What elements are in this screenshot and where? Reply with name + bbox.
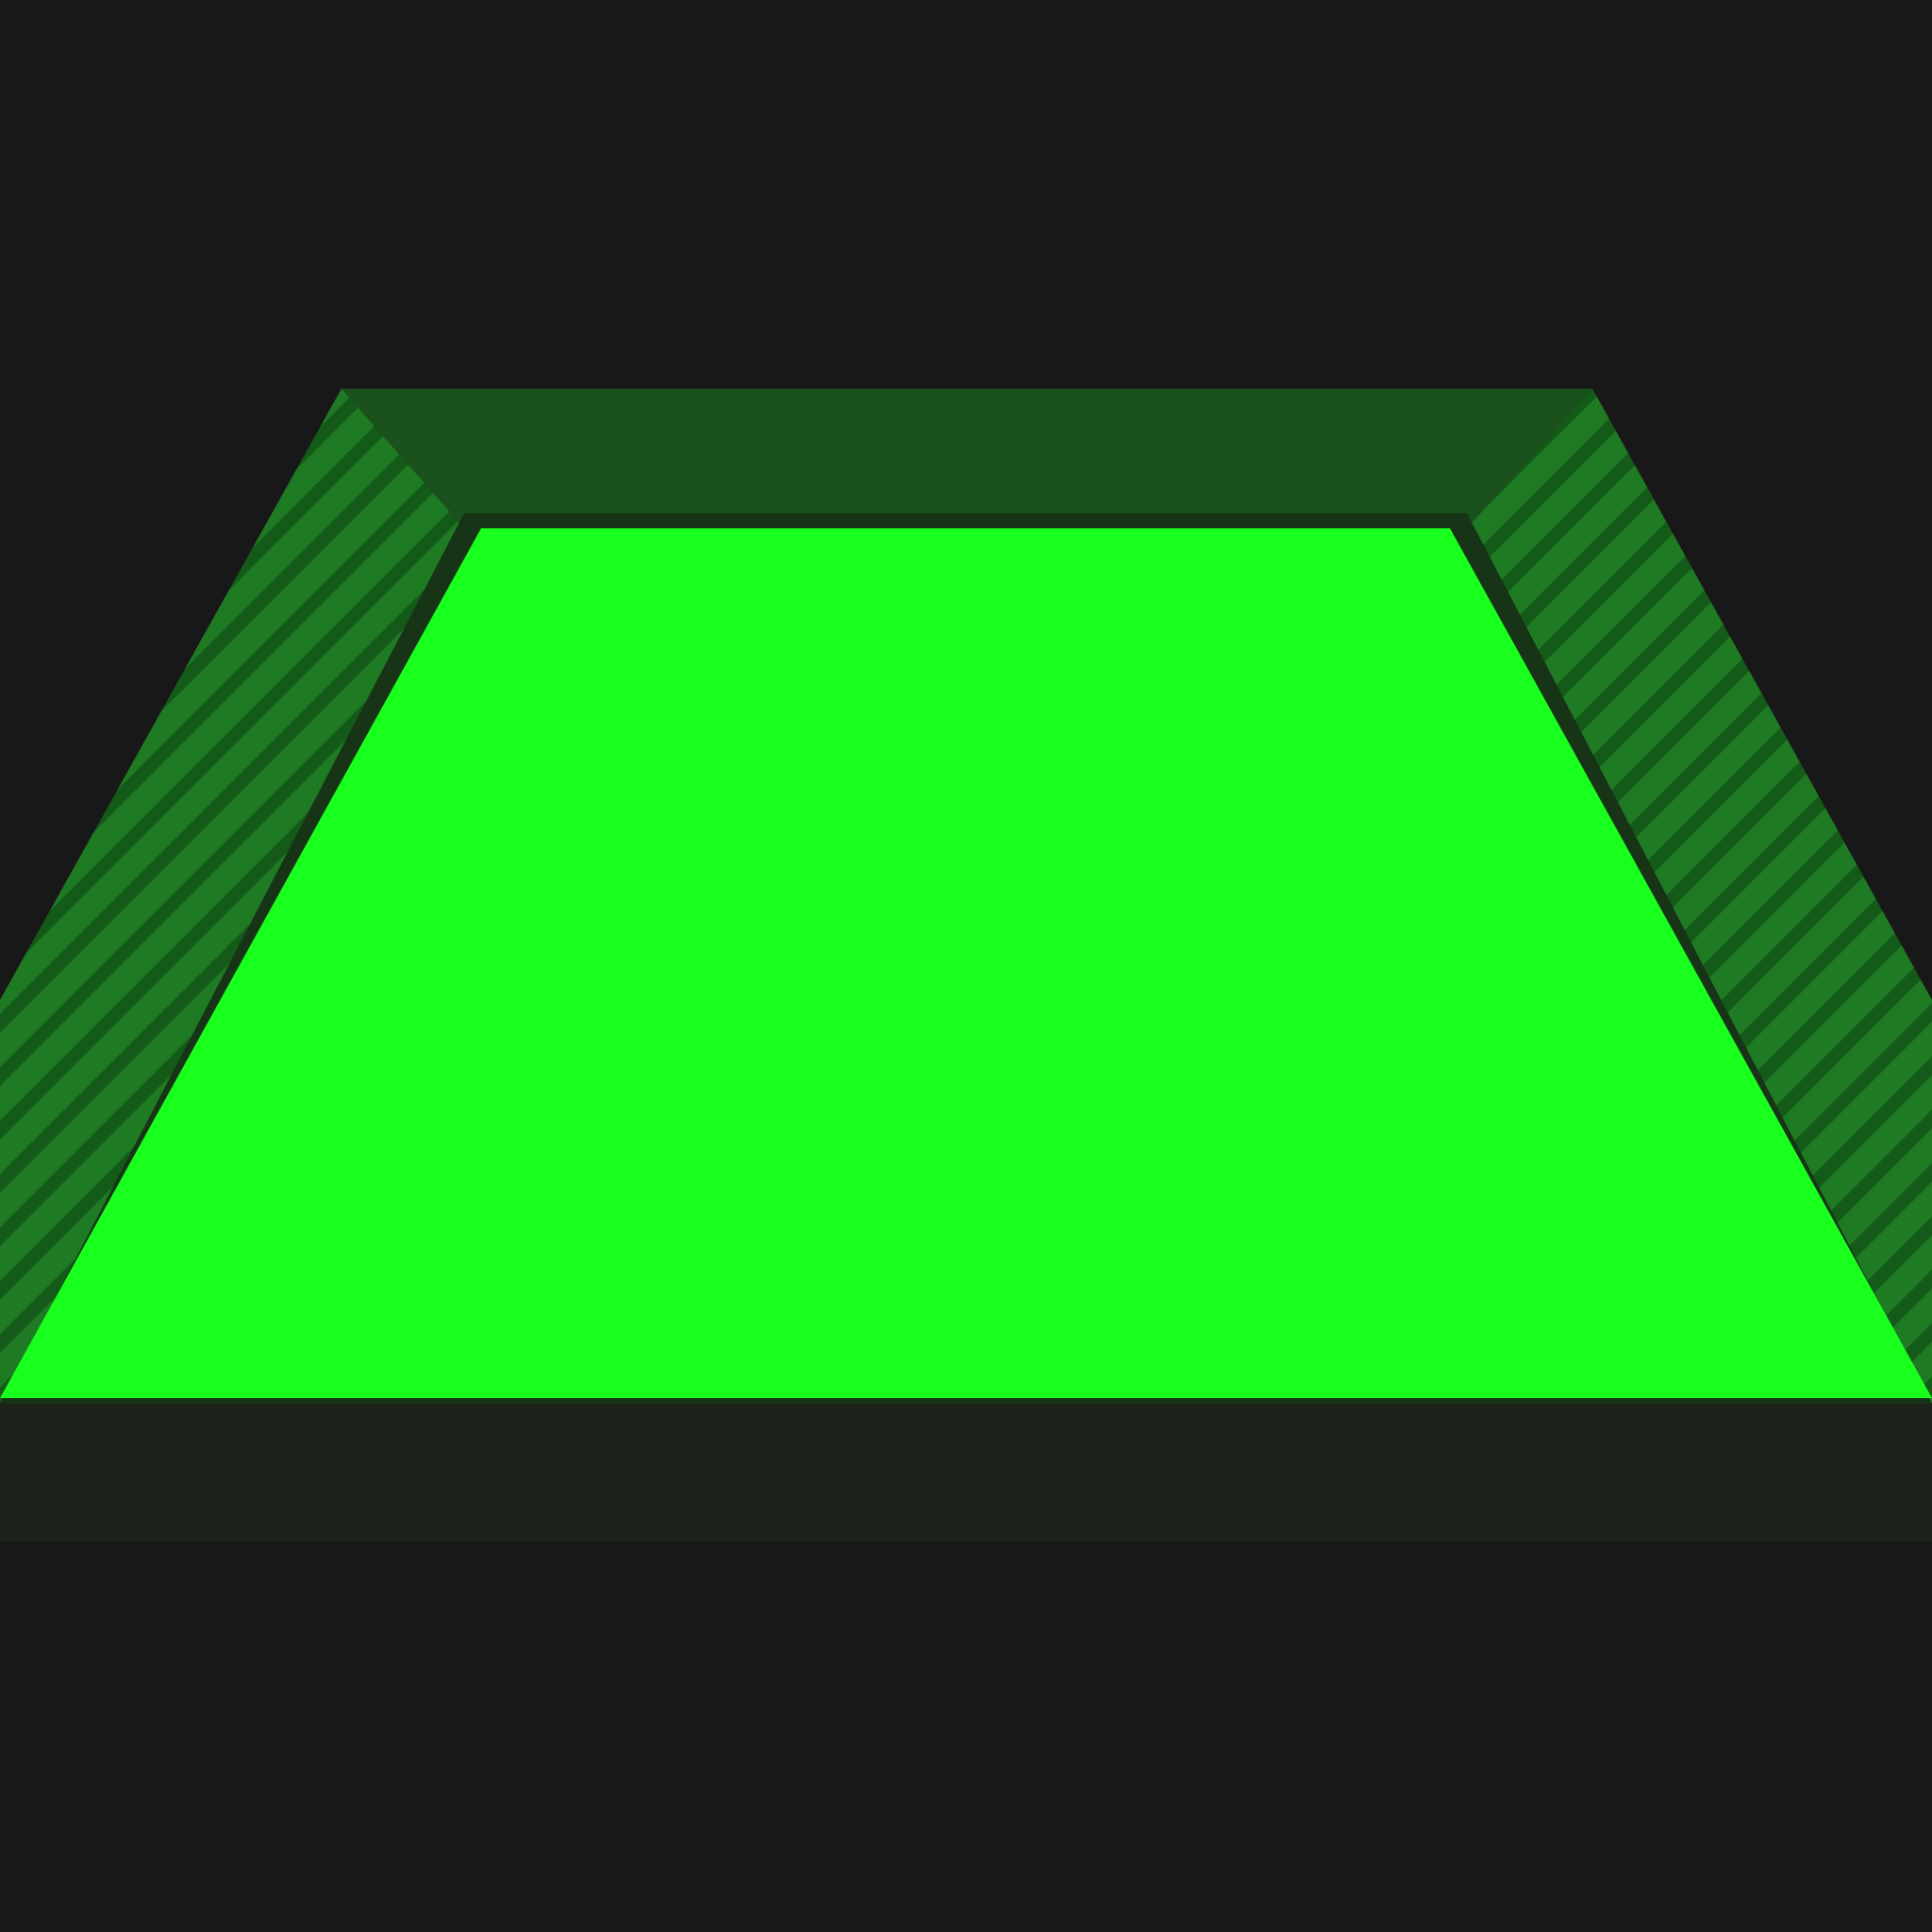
top-bevel [341, 389, 1592, 528]
bottom-bevel [0, 1404, 1932, 1541]
trapezoid-button[interactable] [0, 528, 1932, 1398]
left-bevel [0, 389, 464, 1404]
right-bevel [1467, 389, 1932, 1404]
